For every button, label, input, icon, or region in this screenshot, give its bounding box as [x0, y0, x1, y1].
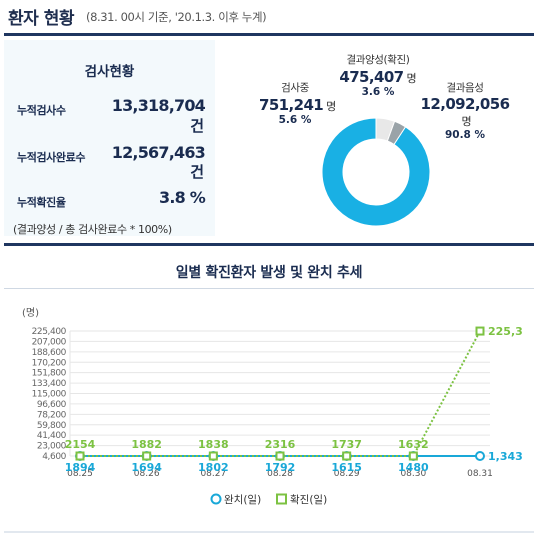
y-tick-label: 96,600 [37, 400, 67, 410]
donut-in-progress-pct: 5.6 % [278, 114, 312, 126]
donut-label-in-progress: 검사중 751,241 명 5.6 % [259, 80, 336, 126]
donut-positive-name: 결과양성(확진) [346, 54, 410, 66]
y-tick-label: 115,000 [32, 390, 67, 400]
data-label-released: 1694 [131, 461, 162, 474]
point-confirmed [208, 451, 218, 461]
point-confirmed [475, 326, 485, 336]
x-tick-label: 08.31 [467, 469, 493, 479]
donut-negative-pct: 90.8 % [444, 129, 486, 141]
stat-value-total-tests: 13,318,704 [111, 96, 206, 115]
data-label-released: 1,343 [488, 450, 523, 463]
x-tick-label: 08.27 [200, 469, 226, 479]
legend-released-icon [210, 493, 222, 505]
data-label-confirmed: 1882 [131, 438, 162, 451]
x-tick-label: 08.30 [400, 469, 426, 479]
point-confirmed [342, 451, 352, 461]
y-tick-label: 4,600 [42, 452, 66, 462]
donut-positive-value: 475,407 [339, 68, 404, 86]
donut-positive-unit: 명 [406, 72, 417, 85]
page-title: 환자 현황 [8, 9, 74, 29]
section-divider [4, 243, 534, 246]
legend-released-label: 완치(일) [224, 493, 261, 506]
y-tick-label: 170,200 [32, 358, 67, 368]
stat-label-total-tests: 누적검사수 [17, 104, 66, 117]
header-divider [4, 33, 534, 36]
stat-unit-completed-tests: 건 [190, 163, 204, 181]
donut-slice-positive [386, 120, 407, 146]
data-label-released: 1615 [331, 461, 362, 474]
stat-value-positive-rate: 3.8 % [159, 188, 206, 207]
x-tick-label: 08.28 [267, 469, 293, 479]
legend-confirmed-icon [276, 493, 287, 505]
stat-label-completed-tests: 누적검사완료수 [17, 151, 86, 164]
test-result-donut-panel: 검사중 751,241 명 5.6 % 결과양성(확진) 475,407 명 3.6… [220, 40, 534, 236]
bottom-divider [4, 531, 534, 533]
y-tick-label: 225,400 [32, 327, 67, 337]
donut-label-positive: 결과양성(확진) 475,407 명 3.6 % [328, 52, 428, 98]
trend-chart: (명) 225,400 207,000 188,600 170,200 151,800 13… [4, 296, 534, 522]
y-axis-unit: (명) [22, 307, 39, 319]
data-label-confirmed: 1737 [331, 438, 362, 451]
donut-chart [321, 117, 431, 227]
x-tick-label: 08.25 [67, 469, 93, 479]
data-label-confirmed: 1838 [198, 438, 229, 451]
stat-unit-total-tests: 건 [190, 117, 204, 135]
donut-in-progress-name: 검사중 [281, 82, 309, 94]
trend-chart-title: 일별 확진환자 발생 및 완치 추세 [175, 265, 363, 281]
x-tick-label: 08.26 [134, 469, 160, 479]
trend-chart-svg: (명) 225,400207,000188,600170,200151,80013… [22, 307, 523, 506]
donut-negative-name: 결과음성 [446, 82, 484, 94]
y-tick-label: 59,800 [37, 421, 67, 431]
y-tick-label: 78,200 [37, 410, 67, 420]
x-tick-label: 08.29 [334, 469, 360, 479]
data-label-released: 1480 [398, 461, 429, 474]
donut-label-negative: 결과음성 12,092,056 명 90.8 % [412, 80, 518, 141]
header: 환자 현황 (8.31. 00시 기준, '20.1.3. 이후 누계) [0, 0, 538, 34]
data-label-released: 1792 [265, 461, 296, 474]
donut-in-progress-value: 751,241 [259, 96, 324, 114]
donut-slice-negative [321, 117, 431, 227]
donut-negative-value: 12,092,056 [420, 95, 511, 113]
donut-negative-unit: 명 [461, 115, 472, 128]
point-released [475, 451, 485, 461]
y-tick-label: 207,000 [32, 337, 67, 347]
stat-value-completed-tests: 12,567,463 [111, 143, 206, 162]
point-confirmed [142, 451, 152, 461]
y-tick-label: 188,600 [32, 348, 67, 358]
legend-confirmed-label: 확진(일) [290, 493, 327, 506]
y-tick-label: 41,400 [37, 431, 67, 441]
stat-label-positive-rate: 누적확진율 [17, 196, 66, 209]
trend-title-underline [4, 288, 534, 289]
data-label-confirmed: 225,3 [488, 325, 523, 338]
data-label-released: 1894 [65, 461, 96, 474]
donut-in-progress-unit: 명 [326, 100, 337, 113]
test-status-panel: 검사현황 누적검사수 13,318,704 건 누적검사완료수 12,567,4… [4, 40, 215, 236]
point-confirmed [408, 451, 418, 461]
y-tick-label: 23,000 [37, 442, 67, 452]
data-label-released: 1802 [198, 461, 229, 474]
point-confirmed [275, 451, 285, 461]
point-confirmed [75, 451, 85, 461]
donut-positive-pct: 3.6 % [361, 86, 395, 98]
y-tick-label: 151,800 [32, 369, 67, 379]
y-tick-label: 133,400 [32, 379, 67, 389]
data-label-confirmed: 1632 [398, 438, 429, 451]
test-status-title: 검사현황 [84, 64, 135, 80]
data-label-confirmed: 2316 [265, 438, 296, 451]
positive-rate-note: (결과양성 / 총 검사완료수 * 100%) [13, 223, 172, 236]
page-subtitle: (8.31. 00시 기준, '20.1.3. 이후 누계) [86, 10, 267, 24]
data-label-confirmed: 2154 [65, 438, 96, 451]
